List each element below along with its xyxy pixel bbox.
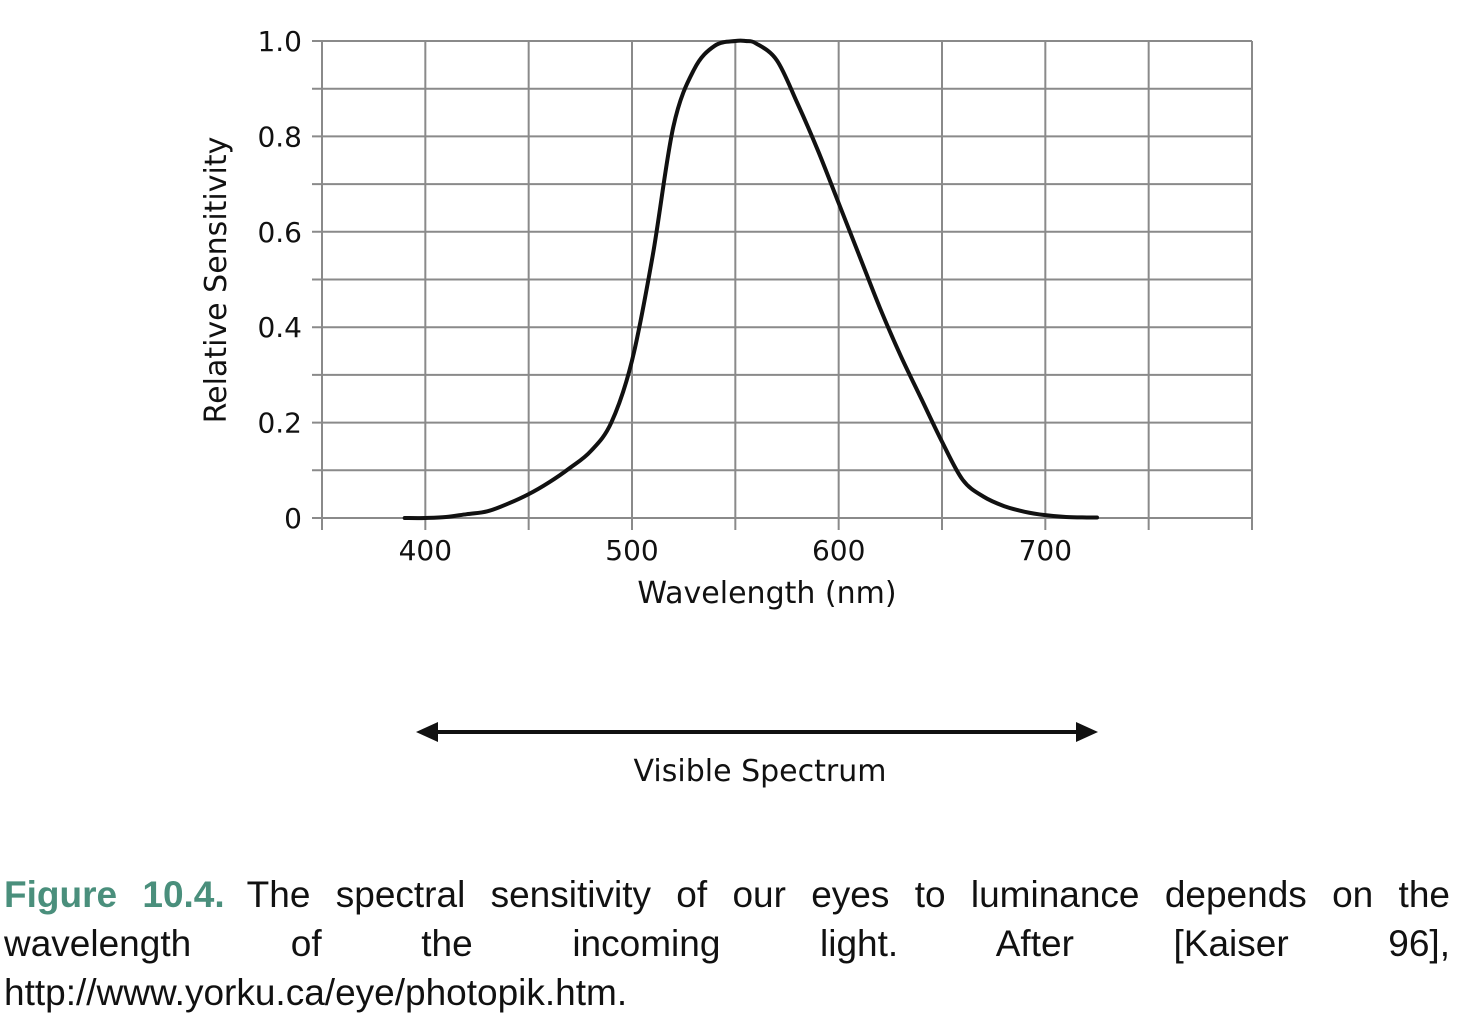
y-tick-label: 0 xyxy=(284,502,302,535)
x-tick-label: 600 xyxy=(812,534,865,567)
x-tick-label: 700 xyxy=(1019,534,1072,567)
double-arrow-icon xyxy=(416,722,1098,742)
grid xyxy=(312,40,1253,519)
visible-spectrum-label: Visible Spectrum xyxy=(633,754,887,789)
y-tick-label: 0.4 xyxy=(257,311,302,344)
x-tick-label: 500 xyxy=(605,534,658,567)
y-axis-label: Relative Sensitivity xyxy=(199,137,234,424)
y-tick-label: 0.8 xyxy=(257,120,302,153)
sensitivity-chart: 400 500 600 700 0 0.2 0.4 0.6 0.8 1.0 Wavelength… xyxy=(199,25,1253,611)
figure-caption: Figure 10.4. The spectral sensitivity of … xyxy=(4,870,1450,1017)
y-axis: 0 0.2 0.4 0.6 0.8 1.0 xyxy=(257,25,302,535)
y-tick-label: 1.0 xyxy=(257,25,302,58)
x-axis-label: Wavelength (nm) xyxy=(637,576,896,611)
x-axis: 400 500 600 700 xyxy=(321,518,1253,567)
x-tick-label: 400 xyxy=(399,534,452,567)
caption-text: The spectral sensitivity of our eyes to … xyxy=(4,874,1450,1013)
figure-label: Figure 10.4. xyxy=(4,874,225,915)
sensitivity-curve xyxy=(402,38,1099,521)
y-tick-label: 0.2 xyxy=(257,407,302,440)
visible-spectrum-indicator: Visible Spectrum xyxy=(400,712,1120,802)
y-tick-label: 0.6 xyxy=(257,216,302,249)
